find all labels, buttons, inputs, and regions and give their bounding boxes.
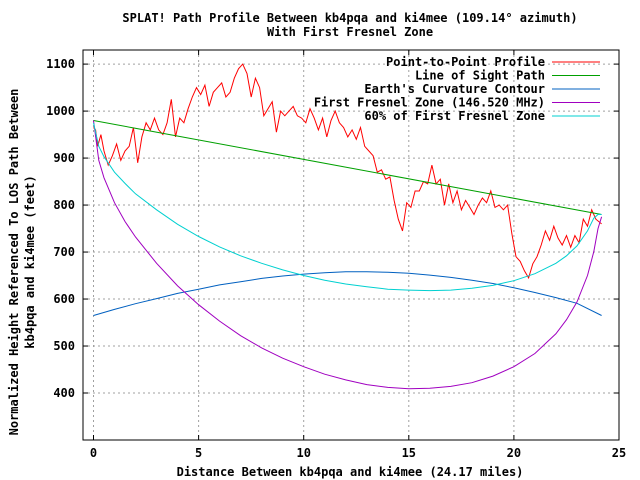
series-line-4 [93, 120, 603, 390]
series-line-2 [93, 120, 602, 215]
x-tick-label: 20 [507, 446, 521, 460]
y-tick-label: 900 [53, 151, 75, 165]
y-tick-label: 1100 [46, 57, 75, 71]
plot-frame [82, 49, 620, 441]
legend-entry-3: Earth's Curvature Contour [364, 82, 545, 96]
x-tick-label: 15 [402, 446, 416, 460]
y-tick-label: 500 [53, 339, 75, 353]
series-line-5 [93, 122, 602, 292]
y-tick-label: 400 [53, 386, 75, 400]
legend-entry-1: Point-to-Point Profile [386, 55, 545, 69]
y-tick-label: 1000 [46, 104, 75, 118]
chart-title-line2: With First Fresnel Zone [267, 25, 433, 39]
y-axis-label-line1: Normalized Height Referenced To LOS Path… [7, 89, 21, 436]
series-group [93, 63, 603, 390]
legend-entry-4: First Fresnel Zone (146.520 MHz) [314, 96, 545, 110]
x-axis-label: Distance Between kb4pqa and ki4mee (24.1… [177, 465, 524, 479]
x-tick-label: 5 [195, 446, 202, 460]
axis-ticks: 0 5 10 15 20 25 400 500 600 700 800 900 1000 1100 [46, 50, 626, 460]
y-axis-label-line2: kb4pqa and ki4mee (feet) [23, 175, 37, 348]
x-tick-label: 25 [612, 446, 626, 460]
y-tick-label: 700 [53, 245, 75, 259]
legend-entry-5: 60% of First Fresnel Zone [364, 109, 545, 123]
x-tick-label: 10 [296, 446, 310, 460]
y-tick-label: 600 [53, 292, 75, 306]
series-line-3 [93, 271, 602, 316]
x-tick-label: 0 [90, 446, 97, 460]
y-tick-label: 800 [53, 198, 75, 212]
series-line-1 [93, 63, 602, 280]
chart-title-line1: SPLAT! Path Profile Between kb4pqa and k… [122, 11, 577, 25]
legend-entry-2: Line of Sight Path [415, 69, 545, 83]
